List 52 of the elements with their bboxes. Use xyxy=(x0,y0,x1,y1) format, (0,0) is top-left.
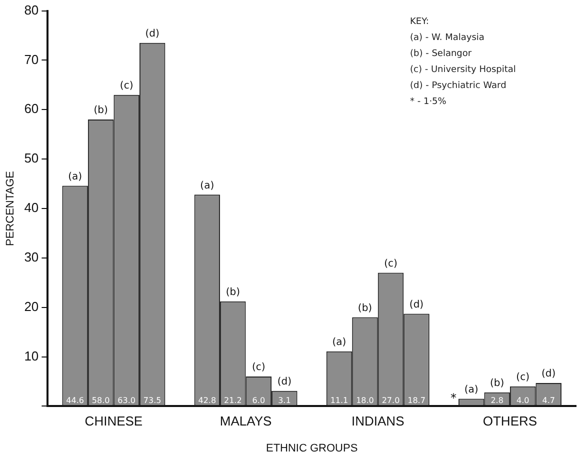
data-label: 2.8 xyxy=(490,396,504,405)
y-tick-label: 80 xyxy=(24,2,39,18)
data-label: 4.0 xyxy=(516,396,530,405)
text: (a) xyxy=(464,384,478,396)
data-label: 58.0 xyxy=(92,396,110,405)
y-axis-title: PERCENTAGE xyxy=(4,171,17,246)
y-tick-label: 70 xyxy=(24,52,39,67)
x-tick-label: CHINESE xyxy=(84,414,143,429)
data-label: 44.6 xyxy=(66,396,84,405)
y-tick-label: 40 xyxy=(24,200,39,216)
annotation: (b) - Selangor xyxy=(410,48,473,61)
y-tick-label: 20 xyxy=(24,298,39,314)
data-label: 73.5 xyxy=(143,396,162,405)
series-label: (b) xyxy=(94,105,108,116)
series-label: (c) xyxy=(252,362,266,374)
text: (a) xyxy=(200,180,214,192)
data-label: 27.0 xyxy=(382,396,400,405)
data-label: 6.0 xyxy=(252,396,266,405)
x-axis-title: ETHNIC GROUPS xyxy=(266,442,358,454)
x-tick-label: MALAYS xyxy=(220,414,272,429)
text: (c) xyxy=(384,258,398,270)
data-label: 11.1 xyxy=(330,396,348,405)
y-tick-label: 50 xyxy=(24,150,39,166)
annotation: (c) - University Hospital xyxy=(410,64,516,77)
annotation: (a) - W. Malaysia xyxy=(410,32,486,45)
y-tick-label: 30 xyxy=(24,250,39,265)
data-label: 18.0 xyxy=(356,396,374,405)
data-label: 3.1 xyxy=(278,396,291,405)
annotation: KEY: xyxy=(410,16,430,29)
series-label: (a) xyxy=(68,171,82,182)
y-tick-label: 60 xyxy=(24,101,39,116)
text: (b) xyxy=(226,287,240,298)
y-tick-label: 10 xyxy=(24,348,39,364)
text: (b) xyxy=(490,378,504,389)
annotation: (d) - Psychiatric Ward xyxy=(410,80,508,93)
annotation: * - 1·5% xyxy=(410,96,448,109)
data-label: * xyxy=(450,390,456,405)
data-label: 4.7 xyxy=(542,396,555,405)
data-label: 21.2 xyxy=(224,396,242,405)
data-label: 42.8 xyxy=(198,396,216,405)
data-label: 63.0 xyxy=(118,396,136,405)
text: (c) xyxy=(120,80,134,92)
text: (c) xyxy=(516,372,530,384)
series-label: (d) xyxy=(409,299,424,310)
text: (d) xyxy=(277,376,292,388)
text: (d) xyxy=(145,28,160,40)
x-tick-label: OTHERS xyxy=(482,414,538,429)
data-label: 18.7 xyxy=(408,396,426,405)
text: (d) xyxy=(542,368,556,380)
text: (b) xyxy=(358,302,372,314)
text: (a) xyxy=(332,336,346,348)
x-tick-label: INDIANS xyxy=(352,414,405,429)
